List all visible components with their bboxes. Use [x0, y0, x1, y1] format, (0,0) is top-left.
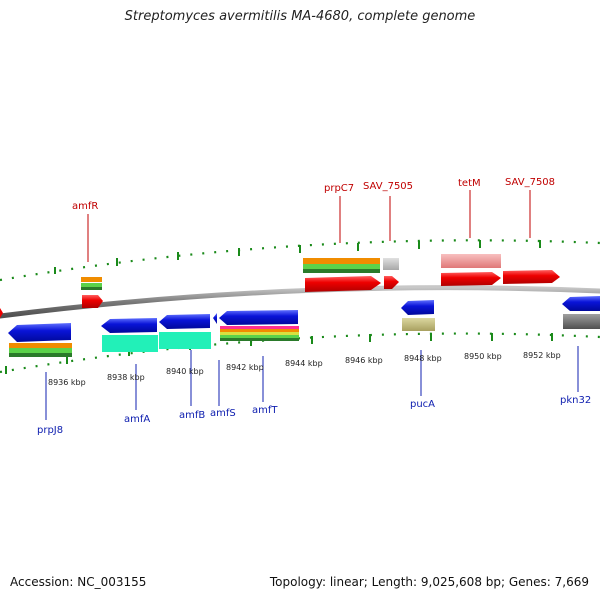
gene-prpC7[interactable]	[303, 258, 381, 292]
genome-summary: Topology: linear; Length: 9,025,608 bp; …	[269, 575, 589, 589]
gene-label-pkn32[interactable]: pkn32	[560, 395, 591, 406]
gene-tetM[interactable]	[441, 254, 501, 286]
label-leaders	[45, 190, 579, 420]
gene-fragment-left	[0, 308, 3, 318]
ruler-labels: 8936 kbp 8938 kbp 8940 kbp 8942 kbp 8944…	[48, 351, 561, 387]
gene-SAV_7508[interactable]	[503, 270, 560, 284]
gene-label-SAV_7508[interactable]: SAV_7508	[505, 177, 555, 188]
forward-gene-labels: amfR prpC7 SAV_7505 tetM SAV_7508	[72, 177, 555, 212]
gene-label-amfB[interactable]: amfB	[179, 410, 205, 421]
ruler-tick-label: 8944 kbp	[285, 359, 323, 368]
gene-label-amfA[interactable]: amfA	[124, 414, 150, 425]
gene-amfS[interactable]	[213, 313, 217, 324]
lower-dotted-track	[0, 332, 600, 374]
ruler-tick-label: 8946 kbp	[345, 356, 383, 365]
ruler-tick-label: 8952 kbp	[523, 351, 561, 360]
upper-dotted-track	[0, 239, 600, 282]
reverse-gene-labels: prpJ8 amfA amfB amfS amfT pucA pkn32	[37, 395, 591, 436]
ruler-tick-label: 8938 kbp	[107, 373, 145, 382]
gene-pkn32[interactable]	[562, 296, 600, 329]
ruler-tick-label: 8936 kbp	[48, 378, 86, 387]
gene-label-amfS[interactable]: amfS	[210, 408, 236, 419]
gene-amfR[interactable]	[81, 277, 103, 308]
gene-label-prpJ8[interactable]: prpJ8	[37, 425, 63, 436]
accession-label: Accession: NC_003155	[10, 575, 147, 589]
gene-label-amfT[interactable]: amfT	[252, 405, 278, 416]
ruler-tick-label: 8942 kbp	[226, 363, 264, 372]
ruler-tick-label: 8948 kbp	[404, 354, 442, 363]
genome-title: Streptomyces avermitilis MA-4680, comple…	[124, 9, 476, 24]
gene-label-pucA[interactable]: pucA	[410, 399, 435, 410]
gene-label-tetM[interactable]: tetM	[458, 178, 481, 189]
gene-label-amfR[interactable]: amfR	[72, 201, 98, 212]
gene-amfA[interactable]	[101, 318, 158, 352]
gene-label-SAV_7505[interactable]: SAV_7505	[363, 181, 413, 192]
ruler-tick-label: 8950 kbp	[464, 352, 502, 361]
gene-amfT[interactable]	[219, 310, 299, 341]
gene-amfB[interactable]	[159, 314, 211, 349]
gene-pucA[interactable]	[401, 300, 435, 331]
gene-SAV_7505[interactable]	[383, 258, 399, 289]
ruler-tick-label: 8940 kbp	[166, 367, 204, 376]
gene-prpJ8[interactable]	[8, 323, 72, 357]
gene-label-prpC7[interactable]: prpC7	[324, 183, 354, 194]
